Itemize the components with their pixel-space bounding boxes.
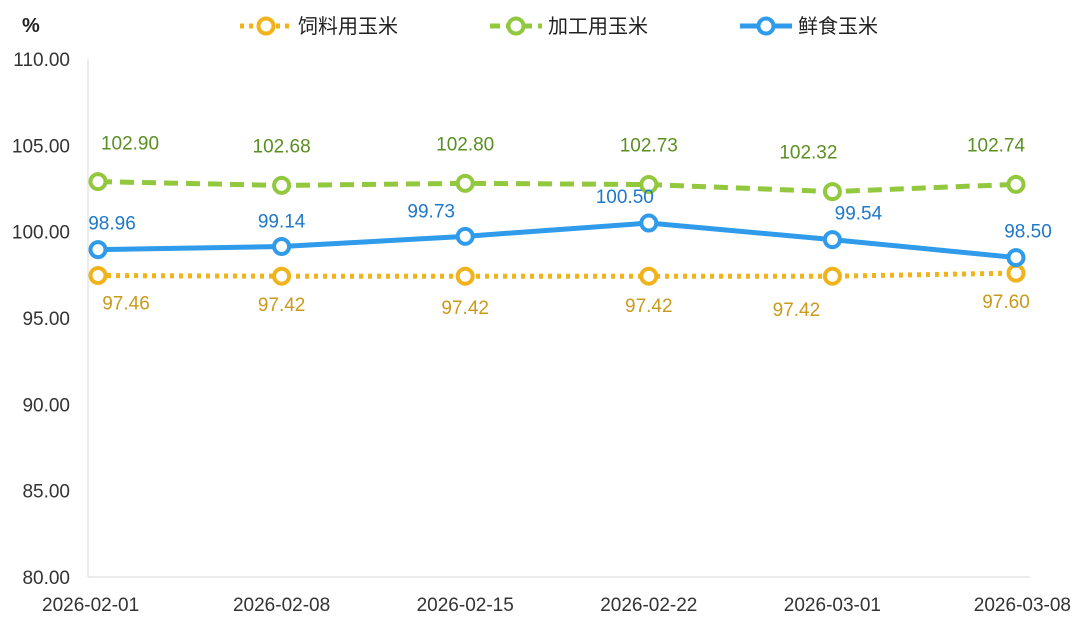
y-tick-label: 90.00	[22, 395, 70, 416]
data-label: 99.54	[835, 204, 883, 225]
data-labels: 97.46 97.42 97.42 97.42 97.42 97.60 102.90 102.…	[88, 134, 1052, 322]
series-layer	[88, 172, 1026, 286]
series-0	[88, 263, 1026, 286]
data-point	[822, 230, 842, 250]
data-label: 102.68	[253, 136, 311, 157]
data-point	[455, 226, 475, 246]
data-point	[822, 266, 842, 286]
data-point	[1006, 263, 1026, 283]
series-line	[97, 220, 1017, 261]
data-label: 100.50	[596, 187, 654, 208]
y-tick-label: 110.00	[13, 50, 70, 71]
data-point	[1006, 248, 1026, 268]
series-line	[97, 179, 1017, 195]
legend-label: 加工用玉米	[548, 15, 648, 38]
data-label: 102.74	[967, 135, 1026, 156]
legend-item: 饲料用玉米	[240, 15, 398, 38]
legend-label: 鲜食玉米	[798, 15, 878, 38]
data-label: 99.14	[258, 212, 306, 233]
data-point	[455, 173, 475, 193]
y-tick-label: 100.00	[12, 223, 70, 244]
legend-swatch-marker	[256, 16, 276, 36]
legend-swatch-marker	[756, 16, 776, 36]
legend-label: 饲料用玉米	[298, 15, 398, 38]
data-point	[272, 266, 292, 286]
data-point	[639, 175, 659, 195]
data-label: 98.50	[1004, 222, 1052, 243]
data-point	[822, 182, 842, 202]
data-label: 102.73	[620, 136, 678, 157]
data-point	[1006, 174, 1026, 194]
data-label: 97.42	[258, 295, 306, 316]
y-tick-label: 105.00	[12, 136, 70, 157]
data-label: 102.32	[779, 143, 837, 164]
data-point	[639, 266, 659, 286]
data-point	[455, 266, 475, 286]
legend: 饲料用玉米 加工用玉米 鲜食玉米	[240, 15, 878, 38]
data-point	[272, 175, 292, 195]
legend-item: 鲜食玉米	[740, 15, 878, 38]
y-tick-label: 95.00	[22, 309, 70, 330]
data-label: 97.46	[102, 294, 150, 315]
data-point	[88, 240, 108, 260]
data-label: 97.42	[773, 300, 821, 321]
x-tick-label: 2026-03-01	[784, 595, 881, 616]
data-label: 99.73	[407, 201, 455, 222]
x-tick-label: 2026-02-08	[233, 595, 330, 616]
x-tick-label: 2026-02-22	[600, 595, 697, 616]
y-unit-label: %	[22, 15, 40, 37]
series-1	[88, 172, 1026, 202]
data-label: 102.80	[436, 134, 494, 155]
series-line	[97, 270, 1017, 279]
data-point	[272, 237, 292, 257]
data-point	[639, 213, 659, 233]
x-tick-label: 2026-03-08	[974, 595, 1071, 616]
series-2	[88, 213, 1026, 268]
legend-swatch-marker	[506, 16, 526, 36]
data-label: 97.60	[982, 292, 1030, 313]
data-point	[88, 172, 108, 192]
data-label: 97.42	[441, 298, 489, 319]
x-tick-label: 2026-02-01	[42, 595, 139, 616]
y-tick-label: 85.00	[22, 482, 70, 503]
legend-item: 加工用玉米	[490, 15, 648, 38]
data-label: 97.42	[625, 296, 673, 317]
x-tick-label: 2026-02-15	[417, 595, 514, 616]
data-point	[88, 266, 108, 286]
data-label: 98.96	[88, 214, 136, 235]
data-label: 102.90	[101, 134, 159, 155]
y-tick-label: 80.00	[22, 568, 70, 589]
axes: 80.00 85.00 90.00 95.00 100.00 105.00 110.00 20…	[12, 50, 1071, 616]
